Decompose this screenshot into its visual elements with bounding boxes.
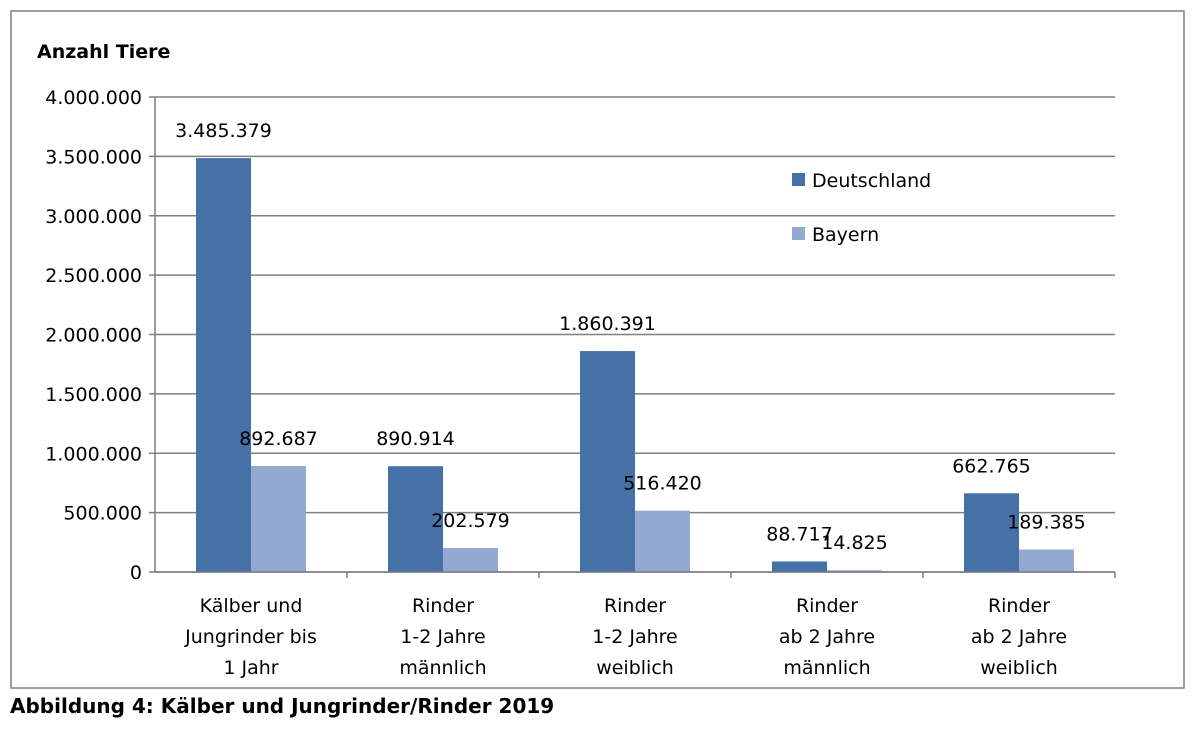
- data-label: 1.860.391: [559, 313, 656, 335]
- bar-bayern-2: [443, 547, 498, 572]
- bar-bayern-1: [251, 465, 306, 572]
- x-category-label: Rinder 1-2 Jahre männlich: [399, 595, 486, 679]
- y-tick-label: 500.000: [63, 503, 142, 525]
- chart-frame: [10, 10, 1185, 689]
- bar-deutschland-3: [580, 351, 635, 572]
- legend-swatch-deutschland: [792, 173, 805, 186]
- data-label: 88.717: [766, 523, 832, 545]
- bar-bayern-4: [827, 570, 882, 572]
- x-category-label: Kälber und Jungrinder bis 1 Jahr: [184, 595, 317, 679]
- bar-bayern-5: [1019, 549, 1074, 572]
- legend-label-bayern: Bayern: [812, 224, 879, 246]
- data-label: 662.765: [952, 455, 1031, 477]
- data-label: 14.825: [821, 532, 887, 554]
- y-tick-label: 2.500.000: [45, 265, 142, 287]
- y-tick-label: 2.000.000: [45, 325, 142, 347]
- data-label: 892.687: [239, 428, 318, 450]
- bar-bayern-3: [635, 510, 690, 572]
- y-tick-label: 3.500.000: [45, 146, 142, 168]
- x-category-label: Rinder ab 2 Jahre weiblich: [971, 595, 1067, 679]
- y-tick-label: 3.000.000: [45, 206, 142, 228]
- bar-chart: Anzahl Tiere 0 500.000 1.000.000 1.500.000 2…: [10, 10, 1185, 689]
- data-label: 3.485.379: [175, 120, 272, 142]
- bar-deutschland-1: [196, 158, 251, 572]
- data-label: 890.914: [376, 428, 455, 450]
- y-axis-title: Anzahl Tiere: [37, 41, 170, 63]
- y-tick-label: 4.000.000: [45, 87, 142, 109]
- data-label: 516.420: [623, 473, 702, 495]
- y-tick-label: 1.000.000: [45, 443, 142, 465]
- x-category-label: Rinder ab 2 Jahre männlich: [779, 595, 875, 679]
- bar-deutschland-2: [388, 466, 443, 572]
- data-label: 202.579: [431, 510, 510, 532]
- figure-caption: Abbildung 4: Kälber und Jungrinder/Rinde…: [10, 694, 555, 718]
- y-tick-label: 0: [130, 562, 142, 584]
- legend-swatch-bayern: [792, 227, 805, 240]
- legend-label-deutschland: Deutschland: [812, 170, 931, 192]
- x-category-label: Rinder 1-2 Jahre weiblich: [592, 595, 677, 679]
- bar-deutschland-5: [964, 493, 1019, 572]
- data-label: 189.385: [1007, 512, 1086, 534]
- bar-deutschland-4: [772, 561, 827, 572]
- y-tick-label: 1.500.000: [45, 384, 142, 406]
